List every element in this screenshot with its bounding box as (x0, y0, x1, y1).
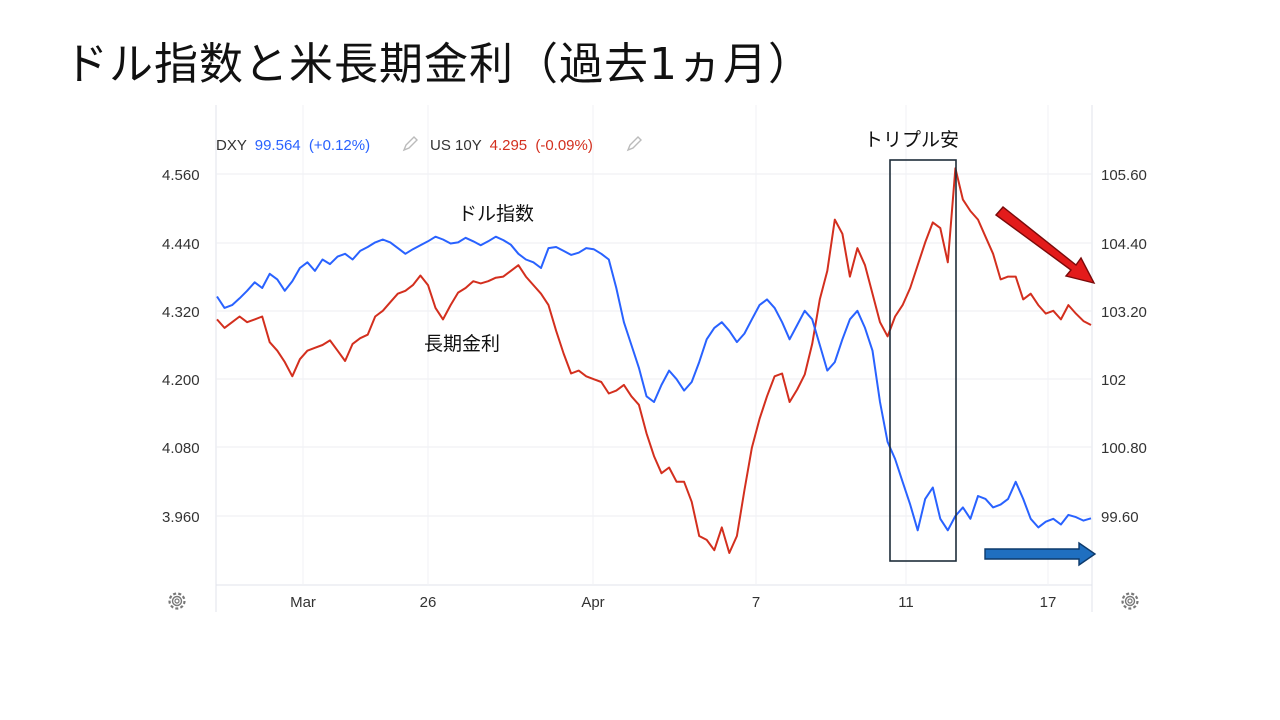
legend-dxy-label: DXY (216, 137, 247, 154)
x-axis-ticks: Mar 26 Apr 7 11 17 (290, 594, 1056, 611)
series-line-us-10y (216, 167, 1092, 554)
right-axis-tick-label: 102 (1101, 372, 1126, 389)
legend: DXY 99.564 (+0.12%) (216, 137, 370, 154)
settings-gear-icon[interactable] (1121, 592, 1139, 610)
pencil-edit-icon[interactable] (626, 136, 642, 152)
right-arrow-icon (984, 541, 1097, 567)
annotation-dollar-index: ドル指数 (458, 203, 534, 225)
series-lines (216, 167, 1092, 554)
grid-lines (215, 105, 1093, 612)
annotation-long-rate: 長期金利 (424, 333, 500, 355)
down-right-arrow-icon (994, 206, 1096, 285)
legend-us10y-label: US 10Y (430, 137, 482, 154)
left-axis-tick-label: 4.440 (162, 236, 200, 253)
left-axis-tick-label: 3.960 (162, 509, 200, 526)
legend-us10y-change: (-0.09%) (535, 137, 593, 154)
left-axis-tick-label: 4.080 (162, 440, 200, 457)
left-axis-tick-label: 4.320 (162, 304, 200, 321)
left-axis-ticks: 4.560 4.440 4.320 4.200 4.080 3.960 (162, 167, 200, 526)
svg-text:US 10Y 4.295 (-0.09%): US 10Y 4.295 (-0.09%) (430, 137, 593, 154)
settings-gear-icon[interactable] (168, 592, 186, 610)
annotation-triple-cheap: トリプル安 (864, 129, 959, 151)
triple-cheap-highlight-box (889, 159, 957, 562)
legend-dxy-change: (+0.12%) (309, 137, 370, 154)
right-axis-tick-label: 105.60 (1101, 167, 1147, 184)
series-line-dxy (216, 235, 1092, 532)
x-axis-tick-label: Apr (581, 594, 604, 611)
legend-dxy-value: 99.564 (255, 137, 301, 154)
right-axis-ticks: 105.60 104.40 103.20 102 100.80 99.60 (1101, 167, 1147, 526)
left-axis-tick-label: 4.560 (162, 167, 200, 184)
right-axis-tick-label: 100.80 (1101, 440, 1147, 457)
x-axis-tick-label: 26 (420, 594, 437, 611)
right-axis-tick-label: 103.20 (1101, 304, 1147, 321)
slide-title: ドル指数と米長期金利（過去1ヵ月） (64, 39, 813, 90)
x-axis-tick-label: 7 (752, 594, 760, 611)
pencil-edit-icon[interactable] (402, 136, 418, 152)
right-axis-tick-label: 104.40 (1101, 236, 1147, 253)
x-axis-tick-label: Mar (290, 594, 316, 611)
left-axis-tick-label: 4.200 (162, 372, 200, 389)
x-axis-tick-label: 17 (1040, 594, 1057, 611)
x-axis-tick-label: 11 (898, 594, 914, 611)
right-axis-tick-label: 99.60 (1101, 509, 1139, 526)
legend-us10y-value: 4.295 (490, 137, 528, 154)
